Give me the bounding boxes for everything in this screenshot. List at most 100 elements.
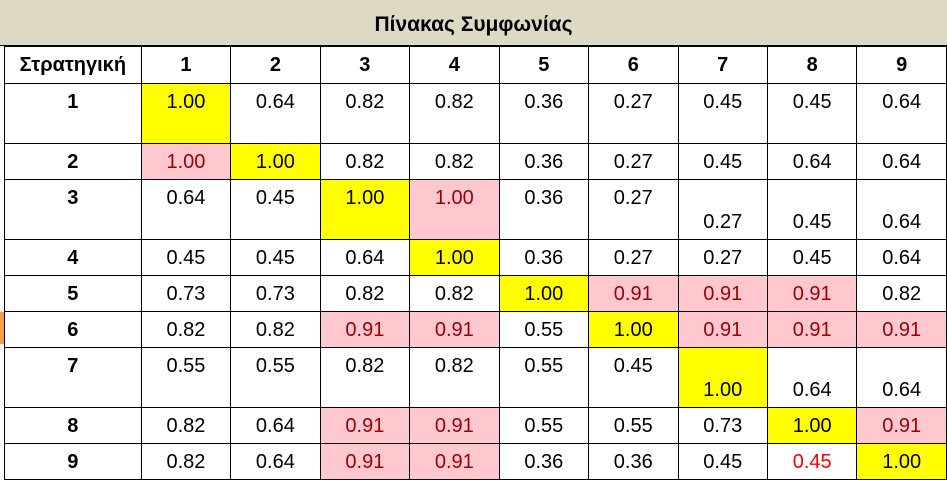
column-header: 7 — [677, 46, 768, 84]
table-cell: 0.82 — [230, 311, 321, 348]
table-cell: 0.91 — [766, 311, 858, 348]
table-cell: 0.45 — [766, 179, 858, 240]
column-header: 8 — [766, 46, 858, 84]
table-cell: 0.82 — [319, 143, 411, 180]
row-header: 1 — [4, 83, 142, 144]
table-cell: 0.73 — [677, 407, 768, 444]
table-title-bar: Πίνακας Συμφωνίας — [0, 0, 947, 46]
agreement-table: Στρατηγική 1 2 3 4 5 6 7 8 9 1 1.00 0.64… — [4, 46, 947, 480]
table-cell: 0.73 — [230, 275, 321, 312]
row-header: 5 — [4, 275, 142, 312]
table-cell: 0.91 — [588, 275, 679, 312]
table-cell: 0.91 — [319, 407, 411, 444]
table-cell: 0.45 — [677, 443, 768, 480]
table-cell: 0.82 — [409, 143, 500, 180]
table-cell: 0.82 — [140, 311, 232, 348]
table-cell: 0.91 — [766, 275, 858, 312]
table-cell: 0.82 — [140, 443, 232, 480]
table-cell: 1.00 — [319, 179, 411, 240]
row-header: 8 — [4, 407, 142, 444]
table-cell: 0.36 — [498, 179, 590, 240]
table-cell: 0.45 — [588, 347, 679, 408]
row-header: 2 — [4, 143, 142, 180]
corner-label: Στρατηγική — [4, 46, 142, 84]
table-cell: 0.27 — [588, 83, 679, 144]
table-cell: 0.91 — [856, 311, 947, 348]
table-cell: 0.91 — [409, 407, 500, 444]
table-cell: 0.27 — [588, 179, 679, 240]
table-cell: 1.00 — [140, 83, 232, 144]
table-cell: 0.36 — [498, 443, 590, 480]
row-header: 4 — [4, 239, 142, 276]
table-cell: 0.82 — [319, 83, 411, 144]
table-cell: 0.91 — [677, 275, 768, 312]
table-cell: 0.64 — [319, 239, 411, 276]
table-cell: 0.64 — [766, 347, 858, 408]
table-cell: 0.91 — [409, 311, 500, 348]
table-cell: 0.82 — [319, 275, 411, 312]
table-cell: 1.00 — [856, 443, 947, 480]
row-header: 3 — [4, 179, 142, 240]
table-cell: 1.00 — [677, 347, 768, 408]
table-cell: 0.45 — [677, 83, 768, 144]
table-row: 3 0.64 0.45 1.00 1.00 0.36 0.27 0.27 0.4… — [4, 179, 947, 240]
column-header: 9 — [856, 46, 947, 84]
table-cell: 0.64 — [230, 407, 321, 444]
table-cell: 0.27 — [588, 239, 679, 276]
table-cell: 1.00 — [140, 143, 232, 180]
table-cell: 0.82 — [140, 407, 232, 444]
table-cell: 0.64 — [766, 143, 858, 180]
table-cell: 1.00 — [409, 239, 500, 276]
table-cell: 0.55 — [230, 347, 321, 408]
table-cell: 0.64 — [856, 239, 947, 276]
column-header: 1 — [140, 46, 232, 84]
table-cell: 1.00 — [230, 143, 321, 180]
table-cell: 0.64 — [230, 83, 321, 144]
table-cell: 0.27 — [677, 239, 768, 276]
table-row: 7 0.55 0.55 0.82 0.82 0.55 0.45 1.00 0.6… — [4, 347, 947, 408]
table-cell: 0.91 — [856, 407, 947, 444]
row-selection-marker — [0, 312, 4, 344]
table-row: 8 0.82 0.64 0.91 0.91 0.55 0.55 0.73 1.0… — [4, 407, 947, 444]
column-header: 4 — [409, 46, 500, 84]
table-cell: 0.36 — [498, 143, 590, 180]
table-cell: 0.64 — [856, 179, 947, 240]
table-cell: 0.27 — [677, 179, 768, 240]
table-row: 6 0.82 0.82 0.91 0.91 0.55 1.00 0.91 0.9… — [4, 311, 947, 348]
table-cell: 0.91 — [319, 443, 411, 480]
table-cell: 0.64 — [230, 443, 321, 480]
table-row: 4 0.45 0.45 0.64 1.00 0.36 0.27 0.27 0.4… — [4, 239, 947, 276]
table-cell: 1.00 — [409, 179, 500, 240]
table-cell: 0.45 — [230, 179, 321, 240]
table-cell: 0.64 — [856, 83, 947, 144]
table-cell: 0.64 — [856, 143, 947, 180]
table-cell: 0.45 — [766, 83, 858, 144]
table-cell: 0.55 — [498, 347, 590, 408]
table-cell: 0.73 — [140, 275, 232, 312]
table-row: 1 1.00 0.64 0.82 0.82 0.36 0.27 0.45 0.4… — [4, 83, 947, 144]
table-cell: 0.91 — [319, 311, 411, 348]
table-row: 2 1.00 1.00 0.82 0.82 0.36 0.27 0.45 0.6… — [4, 143, 947, 180]
table-cell: 0.55 — [588, 407, 679, 444]
table-title: Πίνακας Συμφωνίας — [374, 13, 573, 36]
table-cell: 0.45 — [230, 239, 321, 276]
table-cell: 1.00 — [588, 311, 679, 348]
table-cell: 0.55 — [498, 311, 590, 348]
table-cell: 0.82 — [319, 347, 411, 408]
table-row: 9 0.82 0.64 0.91 0.91 0.36 0.36 0.45 0.4… — [4, 443, 947, 480]
table-cell: 0.91 — [677, 311, 768, 348]
table-cell: 0.36 — [498, 83, 590, 144]
table-cell: 0.82 — [856, 275, 947, 312]
table-cell: 0.55 — [140, 347, 232, 408]
table-cell: 0.45 — [140, 239, 232, 276]
table-cell: 0.27 — [588, 143, 679, 180]
row-header: 7 — [4, 347, 142, 408]
table-cell: 0.64 — [856, 347, 947, 408]
row-header: 9 — [4, 443, 142, 480]
table-row: 5 0.73 0.73 0.82 0.82 1.00 0.91 0.91 0.9… — [4, 275, 947, 312]
table-cell: 0.45 — [677, 143, 768, 180]
column-header: 5 — [498, 46, 590, 84]
table-cell: 0.36 — [498, 239, 590, 276]
table-cell: 0.82 — [409, 275, 500, 312]
column-header: 3 — [319, 46, 411, 84]
